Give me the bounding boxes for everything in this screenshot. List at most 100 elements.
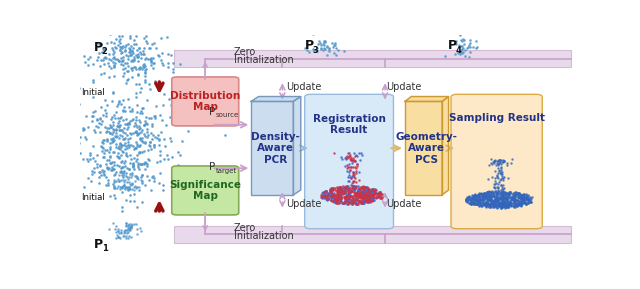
Point	[499, 195, 509, 200]
Point	[114, 230, 124, 235]
Text: Sampling Result: Sampling Result	[449, 113, 545, 123]
Point	[514, 199, 524, 203]
Point	[147, 42, 157, 47]
Point	[147, 124, 157, 128]
Point	[479, 191, 490, 196]
Point	[335, 199, 346, 203]
Point	[351, 165, 361, 170]
Point	[355, 189, 365, 194]
Point	[113, 184, 124, 188]
Point	[348, 184, 358, 188]
Point	[93, 55, 103, 59]
Point	[124, 234, 134, 239]
Point	[501, 196, 511, 200]
Point	[462, 200, 472, 204]
Point	[344, 193, 355, 197]
Point	[492, 194, 502, 199]
Point	[504, 201, 515, 206]
Point	[128, 50, 138, 55]
Point	[495, 205, 506, 210]
Point	[458, 45, 468, 50]
Point	[340, 155, 351, 160]
Point	[340, 189, 351, 194]
Point	[354, 186, 364, 190]
Point	[362, 194, 372, 199]
Point	[472, 196, 482, 201]
Point	[346, 175, 356, 180]
Point	[120, 42, 131, 47]
Point	[330, 186, 340, 190]
Point	[120, 65, 130, 70]
Point	[136, 138, 147, 142]
Point	[339, 186, 349, 191]
Point	[367, 187, 378, 192]
Point	[145, 140, 156, 144]
Point	[519, 199, 529, 204]
Point	[505, 199, 515, 203]
Point	[133, 54, 143, 58]
Point	[477, 197, 487, 201]
Point	[509, 190, 520, 194]
Point	[99, 138, 109, 142]
Point	[133, 162, 143, 167]
Point	[130, 179, 140, 184]
Point	[118, 130, 128, 134]
Point	[493, 176, 503, 181]
Point	[490, 168, 500, 173]
Point	[474, 195, 484, 200]
Point	[319, 39, 329, 43]
Point	[347, 188, 357, 192]
Point	[492, 173, 502, 177]
Point	[503, 201, 513, 205]
Point	[335, 189, 346, 194]
Point	[328, 192, 339, 197]
Point	[80, 135, 90, 139]
Point	[328, 194, 339, 199]
Point	[319, 31, 330, 36]
Point	[363, 188, 373, 193]
Point	[508, 204, 518, 209]
Point	[115, 48, 125, 52]
Point	[499, 196, 509, 200]
Point	[367, 190, 377, 194]
Point	[346, 176, 356, 181]
Point	[474, 194, 484, 199]
Point	[136, 175, 147, 180]
Point	[482, 194, 492, 199]
Point	[478, 196, 488, 201]
Point	[109, 184, 120, 189]
Point	[340, 184, 351, 188]
Point	[524, 199, 534, 204]
Point	[64, 152, 74, 157]
Point	[494, 160, 504, 165]
Point	[519, 197, 529, 201]
Point	[330, 193, 340, 198]
Point	[121, 152, 131, 157]
Point	[118, 66, 128, 71]
Point	[117, 186, 127, 190]
Point	[116, 169, 126, 174]
Point	[132, 132, 143, 136]
Point	[330, 196, 340, 201]
Point	[131, 118, 141, 123]
Point	[364, 188, 374, 192]
Point	[342, 194, 353, 199]
Point	[501, 192, 511, 196]
Point	[335, 187, 345, 191]
Point	[334, 201, 344, 206]
Point	[342, 155, 352, 160]
Point	[471, 193, 481, 198]
Point	[124, 187, 134, 192]
Point	[120, 186, 131, 191]
Point	[108, 91, 118, 96]
Point	[484, 194, 494, 199]
Point	[337, 188, 347, 193]
Point	[323, 195, 333, 200]
Point	[467, 200, 477, 204]
Point	[127, 107, 137, 112]
Point	[124, 184, 134, 189]
Point	[101, 162, 111, 166]
Point	[326, 193, 336, 197]
Point	[500, 200, 510, 205]
Point	[358, 195, 368, 200]
